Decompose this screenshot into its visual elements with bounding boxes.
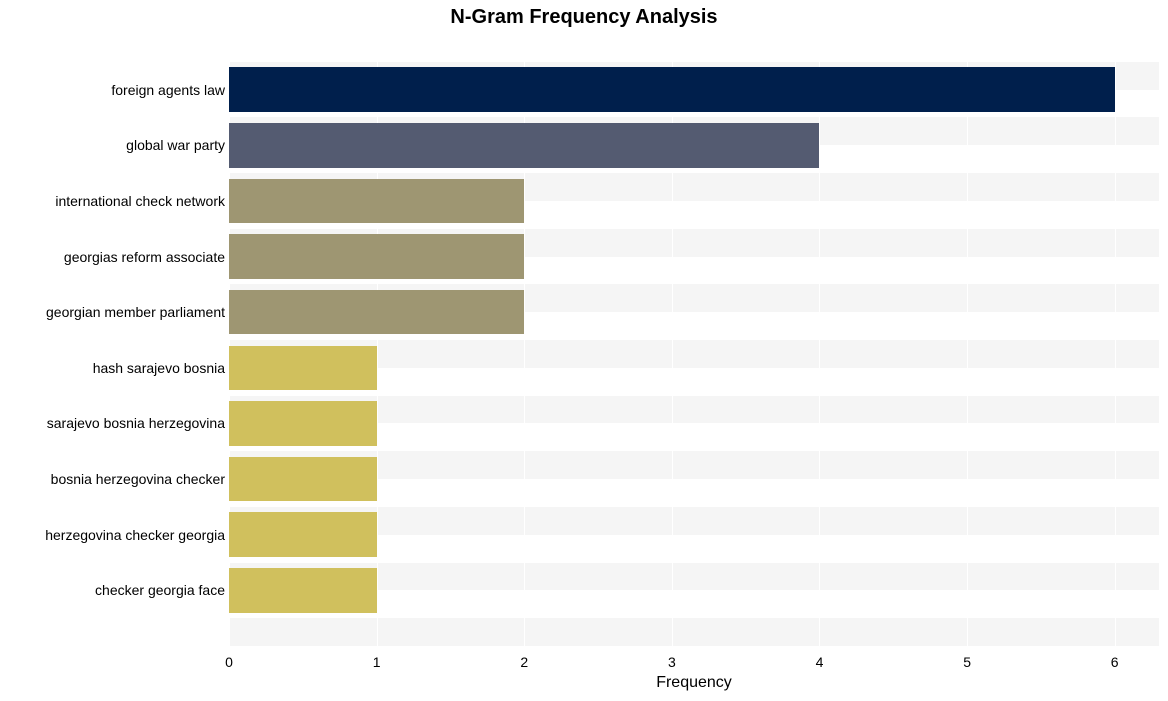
x-tick-label: 3 bbox=[668, 654, 676, 670]
y-tick-label: checker georgia face bbox=[4, 582, 225, 598]
y-tick-label: bosnia herzegovina checker bbox=[4, 471, 225, 487]
x-grid-line bbox=[819, 34, 820, 646]
x-tick-label: 5 bbox=[963, 654, 971, 670]
bar bbox=[229, 346, 377, 391]
x-grid-line bbox=[967, 34, 968, 646]
y-tick-label: georgian member parliament bbox=[4, 304, 225, 320]
x-grid-line bbox=[1115, 34, 1116, 646]
plot-area bbox=[229, 34, 1159, 646]
x-tick-label: 0 bbox=[225, 654, 233, 670]
y-tick-label: global war party bbox=[4, 137, 225, 153]
bar bbox=[229, 568, 377, 613]
x-axis-label: Frequency bbox=[229, 674, 1159, 692]
x-tick-label: 6 bbox=[1111, 654, 1119, 670]
y-tick-label: hash sarajevo bosnia bbox=[4, 360, 225, 376]
y-tick-label: international check network bbox=[4, 193, 225, 209]
bar bbox=[229, 67, 1115, 112]
x-tick-label: 2 bbox=[520, 654, 528, 670]
bar bbox=[229, 457, 377, 502]
bar bbox=[229, 512, 377, 557]
y-tick-label: foreign agents law bbox=[4, 82, 225, 98]
ngram-frequency-chart: N-Gram Frequency Analysis Frequency fore… bbox=[0, 0, 1168, 701]
bar bbox=[229, 234, 524, 279]
chart-title: N-Gram Frequency Analysis bbox=[0, 6, 1168, 29]
y-tick-label: herzegovina checker georgia bbox=[4, 527, 225, 543]
grid-band bbox=[229, 618, 1159, 646]
bar bbox=[229, 179, 524, 224]
y-tick-label: georgias reform associate bbox=[4, 249, 225, 265]
x-tick-label: 4 bbox=[816, 654, 824, 670]
bar bbox=[229, 123, 819, 168]
x-tick-label: 1 bbox=[373, 654, 381, 670]
y-tick-label: sarajevo bosnia herzegovina bbox=[4, 415, 225, 431]
bar bbox=[229, 401, 377, 446]
bar bbox=[229, 290, 524, 335]
